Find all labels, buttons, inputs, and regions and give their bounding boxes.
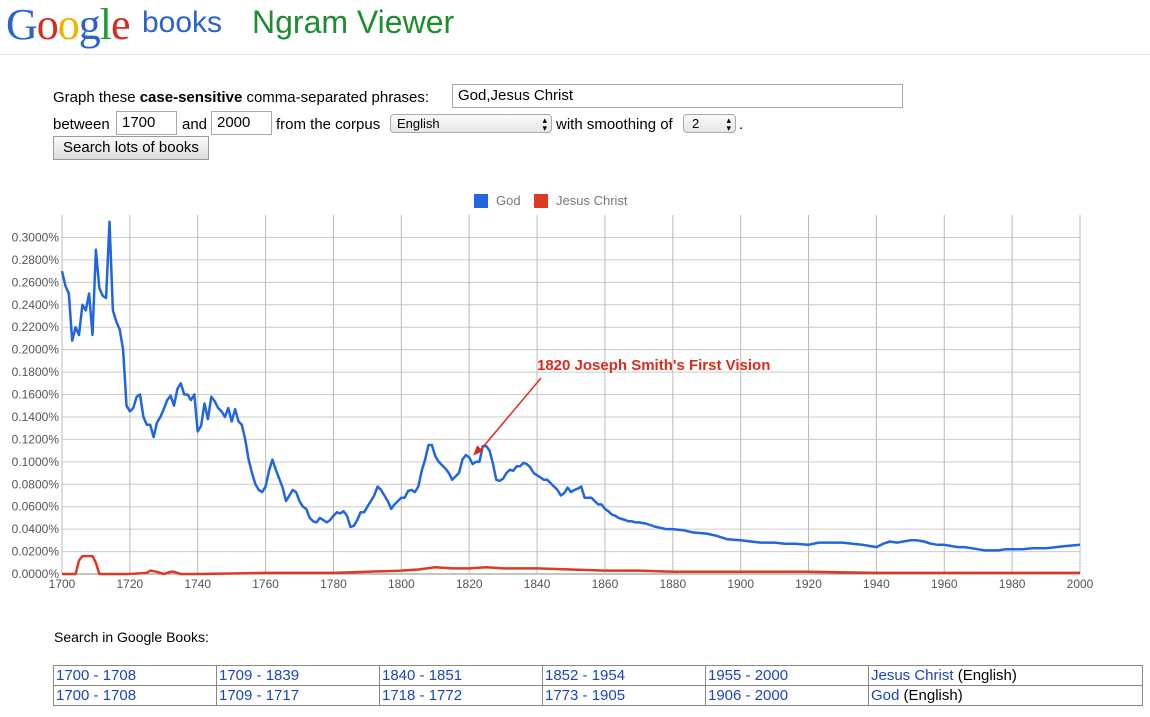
range-link[interactable]: 1840 - 1851: [382, 667, 463, 684]
logo-letter: l: [99, 0, 112, 49]
y-tick-label: 0.2200%: [12, 320, 60, 334]
search-links-table: 1700 - 1708 1709 - 1839 1840 - 1851 1852…: [53, 665, 1143, 706]
end-year-input[interactable]: 2000: [211, 111, 272, 135]
corpus-select[interactable]: English ▴ ▾: [390, 114, 552, 133]
and-label: and: [182, 116, 208, 133]
y-tick-label: 0.0200%: [12, 545, 60, 559]
y-tick-label: 0.0400%: [12, 522, 60, 536]
x-tick-label: 2000: [1067, 577, 1094, 591]
range-link[interactable]: 1773 - 1905: [545, 687, 626, 704]
smoothing-label: with smoothing of: [556, 116, 673, 133]
smoothing-select[interactable]: 2 ▴ ▾: [683, 114, 736, 133]
annotation-arrow-line: [478, 377, 542, 453]
x-tick-label: 1980: [999, 577, 1026, 591]
annotation-arrow-head: [473, 445, 484, 456]
phrases-input[interactable]: God,Jesus Christ: [452, 84, 903, 108]
series-line: [62, 554, 1080, 576]
term-link[interactable]: God: [871, 687, 900, 704]
range-link[interactable]: 1955 - 2000: [708, 667, 789, 684]
series-line: [60, 220, 1081, 552]
x-tick-label: 1800: [388, 577, 415, 591]
y-tick-label: 0.2000%: [12, 343, 60, 357]
range-link[interactable]: 1709 - 1717: [219, 687, 300, 704]
phrases-label-suffix: comma-separated phrases:: [242, 89, 430, 106]
term-language: (English): [953, 667, 1017, 684]
x-tick-label: 1760: [252, 577, 279, 591]
x-tick-label: 1720: [117, 577, 144, 591]
phrases-label-bold: case-sensitive: [139, 89, 243, 106]
y-tick-label: 0.1600%: [12, 388, 60, 402]
y-tick-label: 0.0600%: [12, 500, 60, 514]
term-language: (English): [899, 687, 963, 704]
header: Google books Ngram Viewer: [0, 0, 1150, 55]
updown-arrows-icon: ▴ ▾: [542, 115, 547, 133]
x-tick-label: 1880: [659, 577, 686, 591]
table-row: 1700 - 1708 1709 - 1839 1840 - 1851 1852…: [53, 665, 1143, 686]
range-link[interactable]: 1709 - 1839: [219, 667, 300, 684]
x-tick-label: 1860: [592, 577, 619, 591]
x-tick-label: 1780: [320, 577, 347, 591]
range-link[interactable]: 1718 - 1772: [382, 687, 463, 704]
search-books-label: Search in Google Books:: [54, 629, 209, 645]
x-tick-label: 1820: [456, 577, 483, 591]
phrases-label: Graph these case-sensitive comma-separat…: [53, 89, 429, 106]
page-title: Ngram Viewer: [252, 4, 455, 40]
smoothing-select-value: 2: [692, 116, 700, 131]
legend-label: Jesus Christ: [556, 193, 628, 208]
term-link[interactable]: Jesus Christ: [871, 667, 954, 684]
logo-letter: o: [36, 0, 59, 49]
annotation-label: 1820 Joseph Smith's First Vision: [537, 357, 770, 374]
start-year-input[interactable]: 1700: [116, 111, 177, 135]
x-tick-label: 1900: [727, 577, 754, 591]
books-logo-text[interactable]: books: [142, 6, 223, 39]
y-tick-label: 0.2800%: [12, 253, 60, 267]
y-tick-label: 0.1800%: [12, 365, 60, 379]
x-tick-label: 1740: [184, 577, 211, 591]
range-link[interactable]: 1700 - 1708: [56, 667, 137, 684]
range-link[interactable]: 1906 - 2000: [708, 687, 789, 704]
y-tick-label: 0.1000%: [12, 455, 60, 469]
y-tick-label: 0.1400%: [12, 410, 60, 424]
x-tick-label: 1920: [795, 577, 822, 591]
range-link[interactable]: 1700 - 1708: [56, 687, 137, 704]
legend-swatch: [474, 194, 488, 208]
smoothing-period: .: [739, 116, 744, 133]
between-label: between: [53, 116, 110, 133]
logo-letter: g: [78, 0, 101, 49]
corpus-label: from the corpus: [276, 116, 381, 133]
legend-label: God: [496, 193, 521, 208]
search-button[interactable]: Search lots of books: [53, 136, 209, 160]
ngram-chart: 0.0000% 0.0200% 0.0400% 0.0600% 0.0800% 0.100…: [12, 193, 1094, 591]
x-tick-label: 1700: [49, 577, 76, 591]
table-row: 1700 - 1708 1709 - 1717 1718 - 1772 1773…: [53, 685, 1143, 706]
x-tick-label: 1960: [931, 577, 958, 591]
legend-swatch: [534, 194, 548, 208]
y-tick-label: 0.3000%: [12, 230, 60, 244]
logo-letter: o: [57, 0, 80, 49]
range-link[interactable]: 1852 - 1954: [545, 667, 626, 684]
y-tick-label: 0.1200%: [12, 432, 60, 446]
phrases-label-prefix: Graph these: [53, 89, 140, 106]
x-tick-label: 1840: [524, 577, 551, 591]
logo-letter: e: [111, 0, 131, 49]
corpus-select-value: English: [397, 116, 440, 131]
y-tick-label: 0.0000%: [12, 567, 60, 581]
y-tick-label: 0.0800%: [12, 477, 60, 491]
updown-arrows-icon: ▴ ▾: [726, 115, 731, 133]
y-tick-label: 0.2400%: [12, 298, 60, 312]
y-tick-label: 0.2600%: [12, 275, 60, 289]
google-logo[interactable]: Google: [6, 0, 131, 49]
x-tick-label: 1940: [863, 577, 890, 591]
logo-letter: G: [6, 0, 38, 49]
